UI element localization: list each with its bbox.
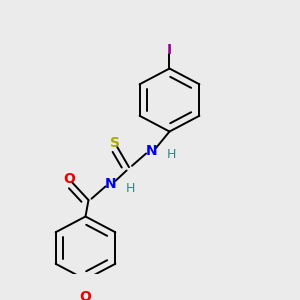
Text: N: N (146, 144, 157, 158)
Text: O: O (64, 172, 76, 186)
Text: H: H (166, 148, 176, 161)
Text: O: O (80, 290, 92, 300)
Text: H: H (126, 182, 135, 195)
Text: S: S (110, 136, 121, 150)
Text: I: I (167, 43, 172, 57)
Text: N: N (105, 177, 117, 191)
